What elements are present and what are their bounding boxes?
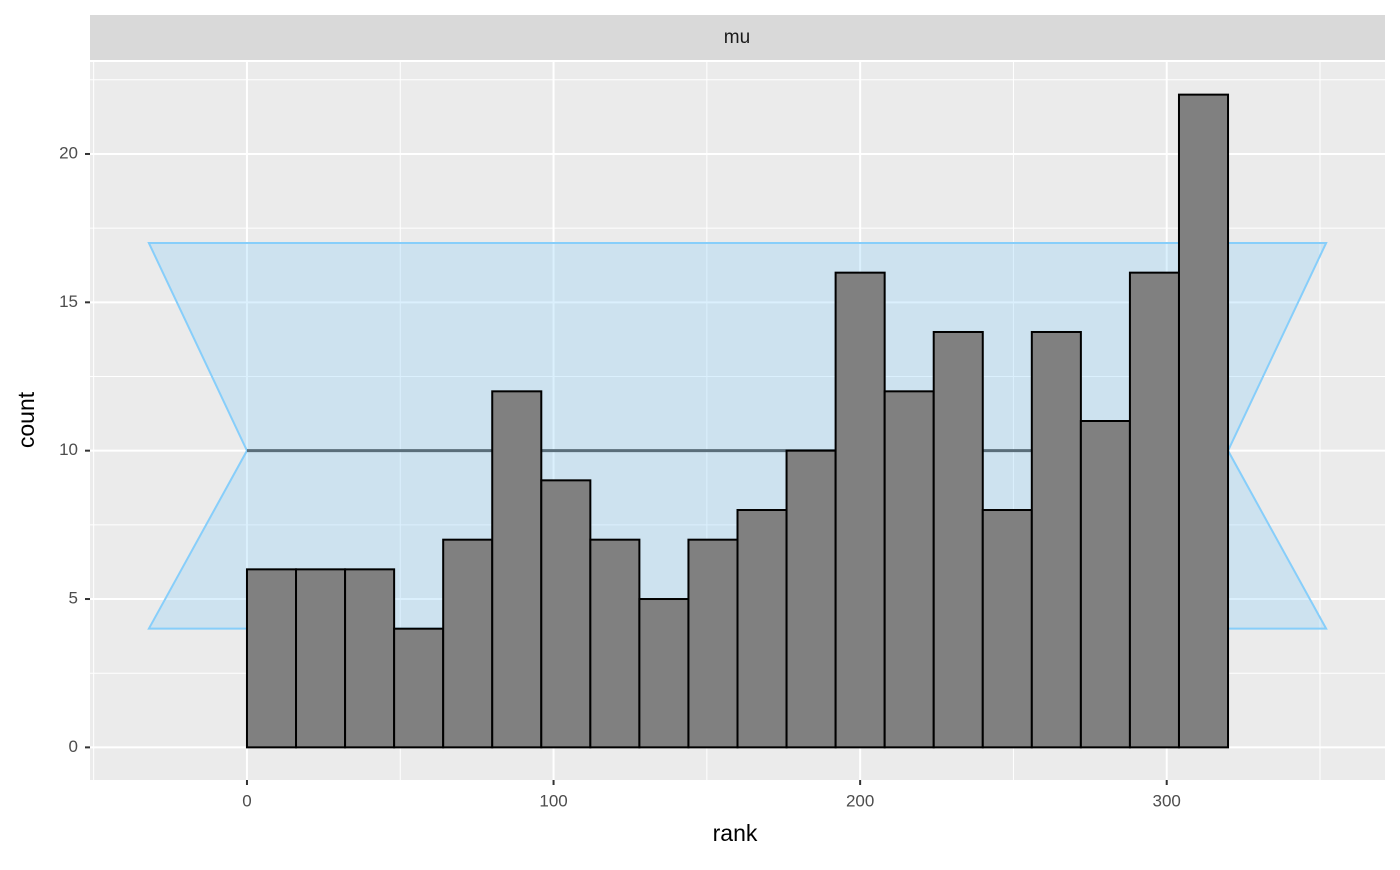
bar — [491, 390, 543, 749]
bar — [344, 568, 396, 749]
y-tick-label: 0 — [69, 737, 78, 756]
bar — [393, 627, 445, 749]
y-tick-label: 20 — [59, 143, 78, 162]
bar — [589, 538, 641, 749]
bar — [442, 538, 494, 749]
bar — [834, 271, 886, 749]
bar — [981, 509, 1033, 749]
y-axis-title: count — [13, 391, 39, 448]
bar — [1030, 330, 1082, 749]
bar — [883, 390, 935, 749]
x-tick-label: 300 — [1153, 791, 1181, 810]
y-tick-label: 10 — [59, 440, 78, 459]
bar — [785, 449, 837, 749]
bar — [1177, 93, 1230, 749]
facet-strip — [90, 15, 1385, 60]
bar — [1128, 271, 1180, 749]
bar — [1079, 420, 1131, 749]
bar — [295, 568, 347, 749]
x-axis-title: rank — [713, 820, 758, 846]
bar — [736, 509, 788, 749]
y-tick-label: 5 — [69, 589, 78, 608]
bar — [540, 479, 592, 749]
bar — [638, 598, 690, 749]
x-tick-label: 200 — [846, 791, 874, 810]
x-tick-label: 100 — [539, 791, 567, 810]
bar — [932, 330, 984, 749]
bar — [245, 568, 298, 749]
x-tick-label: 0 — [242, 791, 251, 810]
bar — [687, 538, 739, 749]
y-tick-label: 15 — [59, 292, 78, 311]
strip-label: mu — [724, 27, 750, 48]
